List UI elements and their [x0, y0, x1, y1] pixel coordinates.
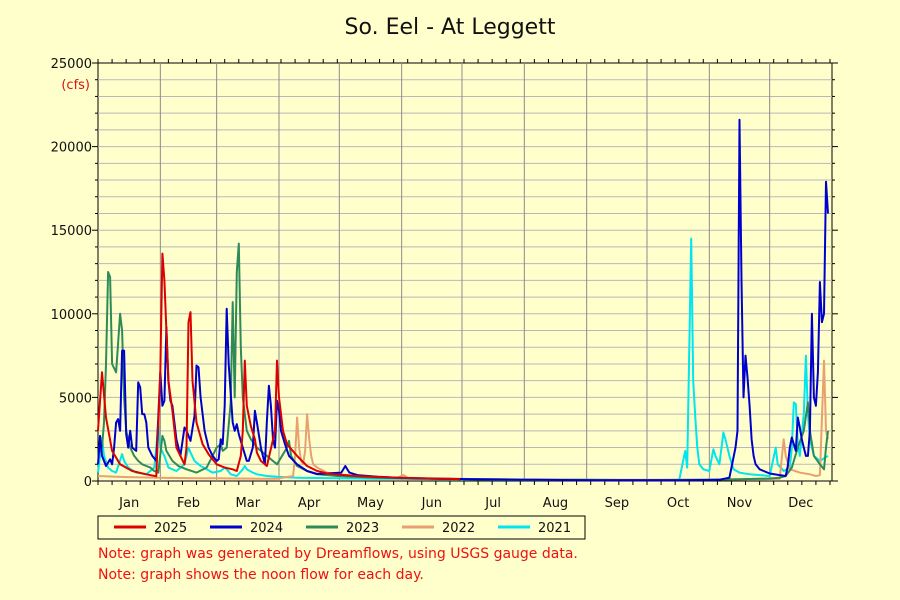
- x-tick-label: May: [357, 496, 384, 511]
- legend-box: [97, 515, 586, 540]
- y-tick-label: 0: [84, 475, 92, 490]
- y-axis-unit-label: (cfs): [61, 78, 90, 93]
- note-source: Note: graph was generated by Dreamflows,…: [98, 546, 578, 562]
- x-tick-label: Oct: [667, 496, 689, 511]
- axis-ticks: 0 5000 10000 15000 20000 25000 Jan Feb Mar Apr May…: [51, 57, 838, 511]
- x-tick-label: Jun: [421, 496, 442, 511]
- legend-label-2022: 2022: [442, 521, 475, 536]
- legend: 2025 2024 2023 2022 2021: [97, 515, 586, 540]
- y-tick-label: 10000: [51, 308, 92, 323]
- x-tick-label: Feb: [177, 496, 200, 511]
- series-lines: [97, 118, 829, 482]
- x-tick-label: Aug: [543, 496, 568, 511]
- note-noon-flow: Note: graph shows the noon flow for each…: [98, 567, 424, 583]
- chart-title: So. Eel - At Leggett: [345, 15, 556, 40]
- x-tick-label: Nov: [727, 496, 753, 511]
- y-tick-label: 15000: [51, 224, 92, 239]
- grid-lines: [98, 63, 832, 481]
- x-tick-label: Apr: [298, 496, 321, 511]
- plot-area: [97, 62, 833, 482]
- y-tick-label: 25000: [51, 57, 92, 72]
- x-tick-label: Dec: [788, 496, 813, 511]
- series-line-2025: [97, 252, 461, 481]
- y-tick-label: 20000: [51, 141, 92, 156]
- legend-label-2021: 2021: [538, 521, 571, 536]
- legend-label-2024: 2024: [250, 521, 283, 536]
- y-tick-label: 5000: [59, 391, 92, 406]
- x-tick-label: Mar: [236, 496, 261, 511]
- legend-label-2023: 2023: [346, 521, 379, 536]
- x-tick-label: Sep: [605, 496, 630, 511]
- x-tick-label: Jan: [118, 496, 139, 511]
- legend-label-2025: 2025: [154, 521, 187, 536]
- x-tick-label: Jul: [484, 496, 501, 511]
